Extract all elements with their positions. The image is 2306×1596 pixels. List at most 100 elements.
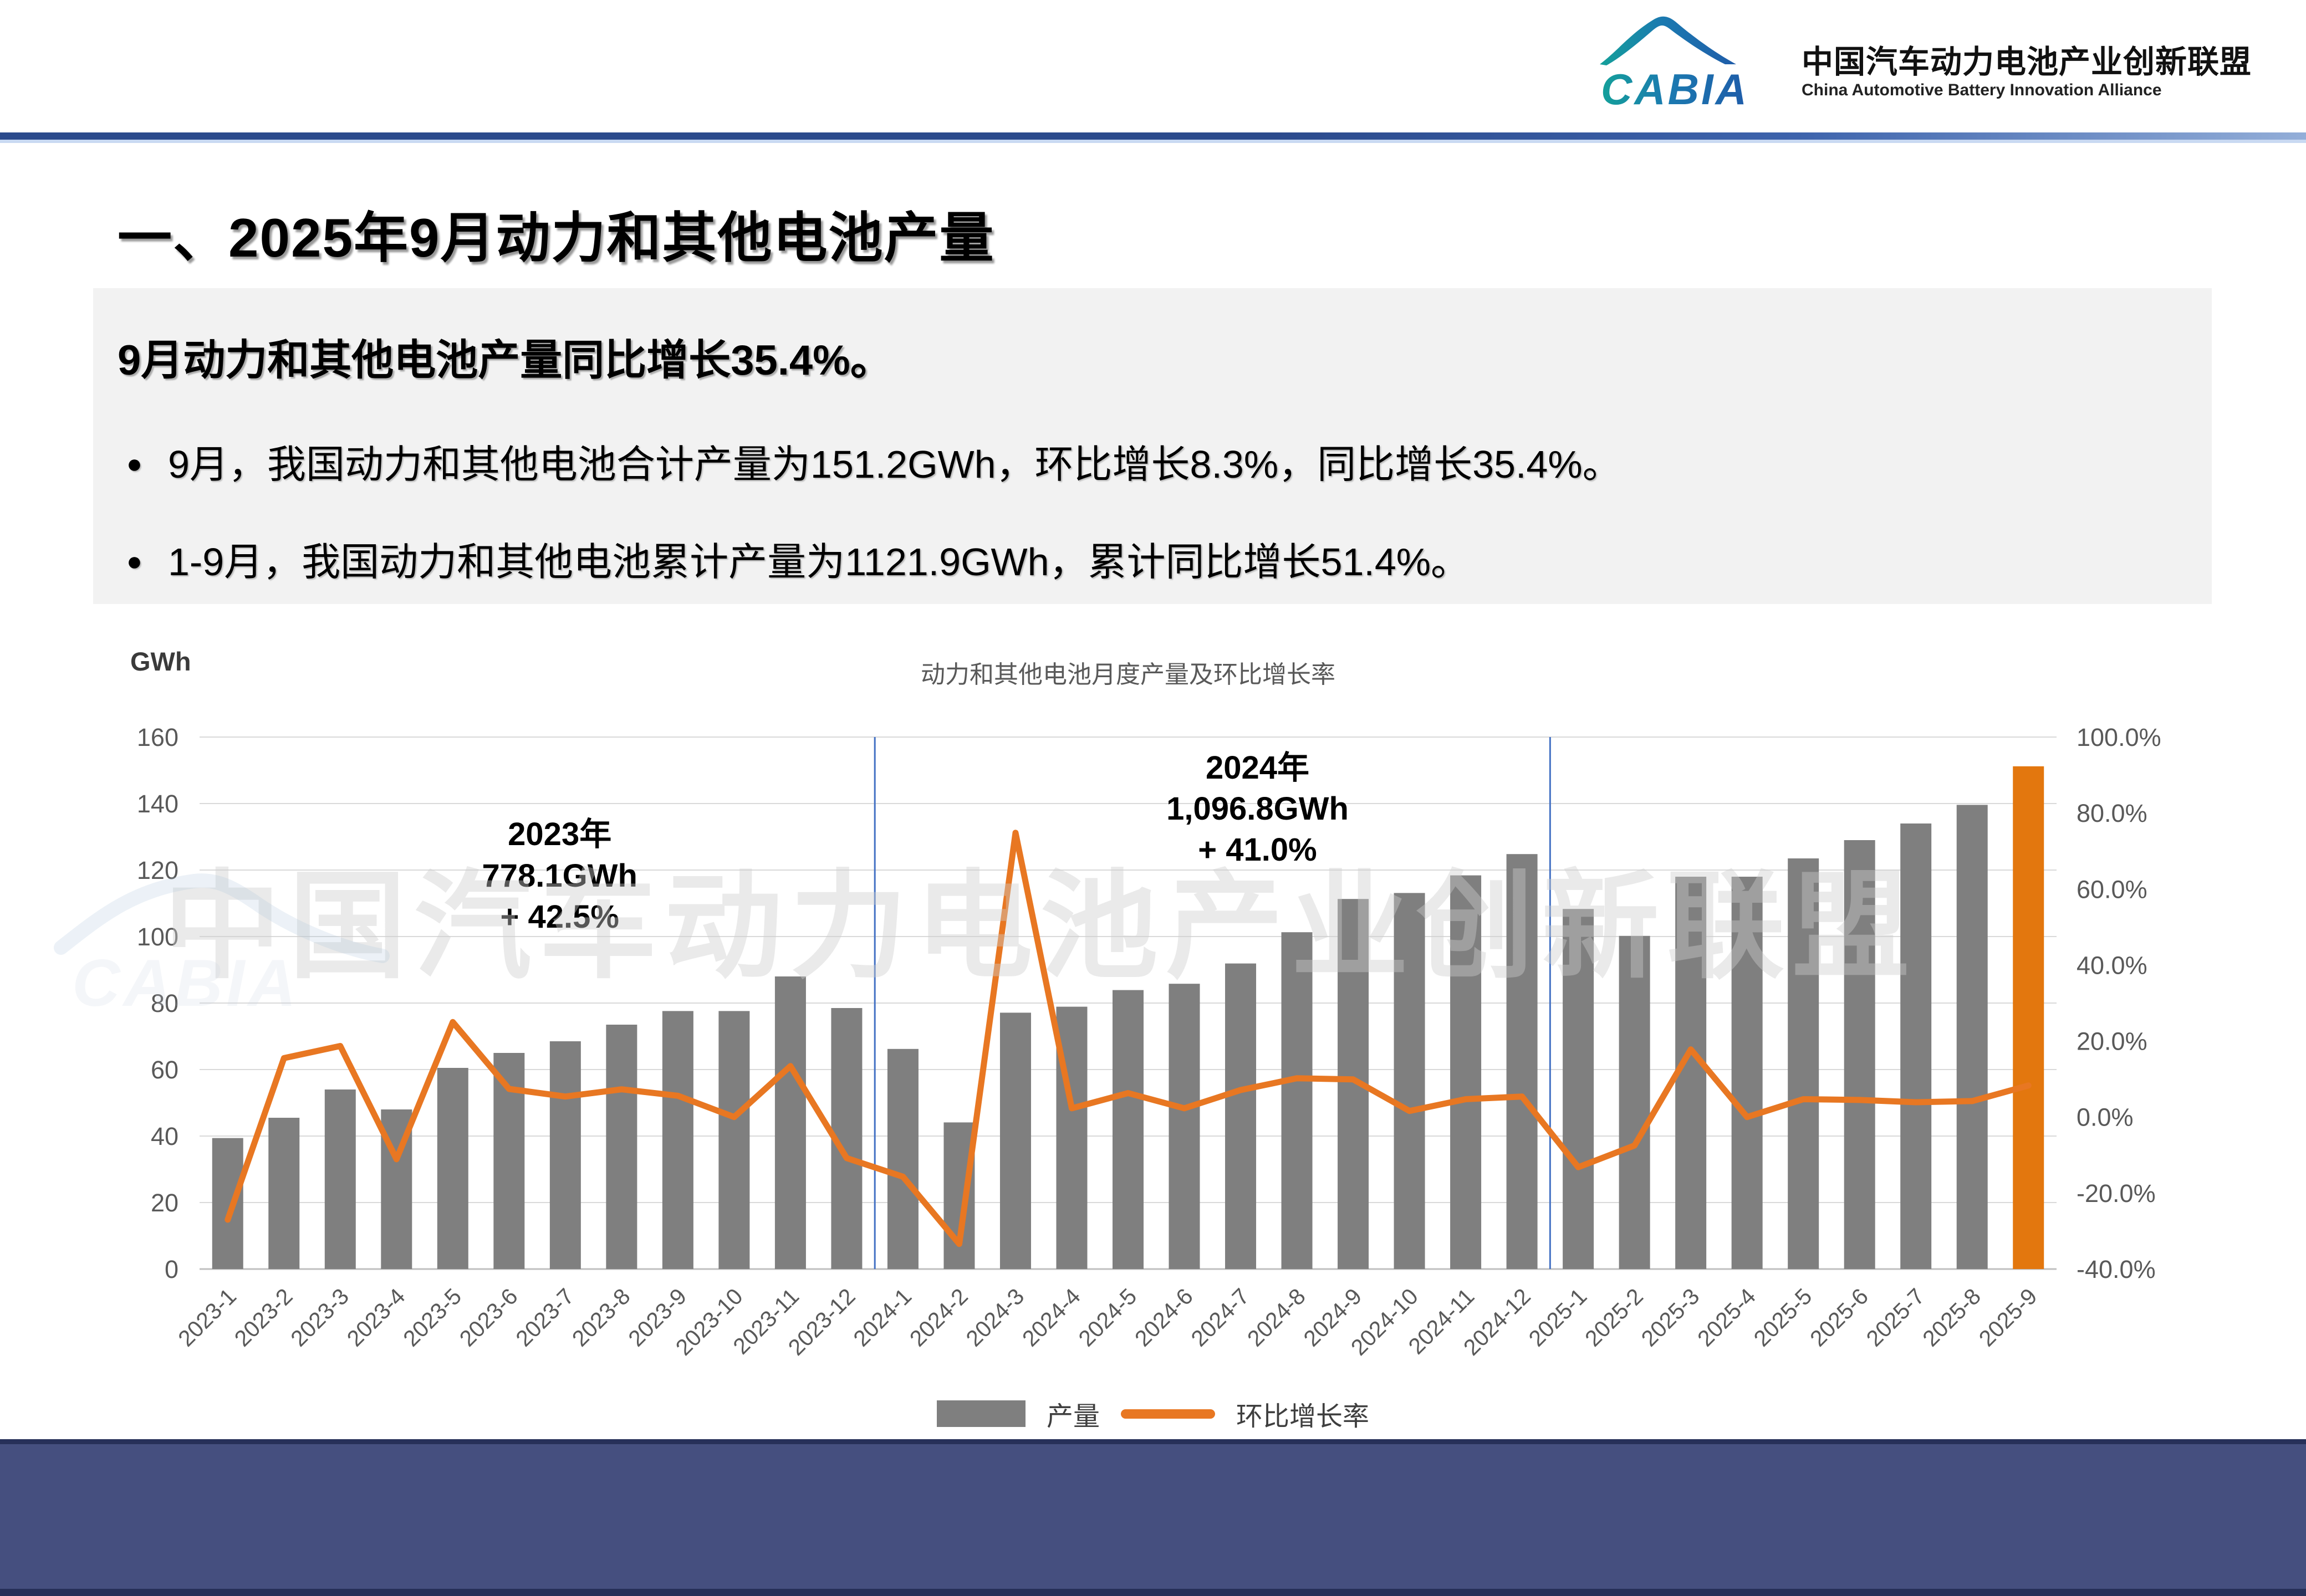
chart-legend: 产量 环比增长率 [0, 1394, 2306, 1433]
x-axis-label: 2025-1 [1524, 1283, 1592, 1352]
x-axis-label: 2024-3 [961, 1283, 1029, 1352]
x-axis-label: 2025-5 [1749, 1283, 1817, 1352]
x-axis-label: 2023-2 [229, 1283, 298, 1352]
production-bar [1113, 990, 1144, 1269]
summary-heading: 9月动力和其他电池产量同比增长35.4%。 [118, 337, 892, 384]
x-axis-label: 2024-6 [1130, 1283, 1198, 1352]
x-axis-label: 2023-4 [342, 1283, 410, 1352]
legend-bar-swatch [936, 1400, 1026, 1427]
org-name-chinese: 中国汽车动力电池产业创新联盟 [1802, 44, 2252, 80]
production-bar [1731, 877, 1763, 1269]
production-bar [1506, 854, 1538, 1269]
year-annotation-line: + 42.5% [500, 899, 619, 935]
left-axis-tick: 140 [137, 790, 178, 818]
left-axis-tick: 120 [137, 856, 178, 884]
header-divider-band [0, 132, 2306, 140]
production-bar [1619, 935, 1650, 1269]
right-axis-tick: -40.0% [2077, 1255, 2156, 1283]
production-bar [887, 1048, 919, 1269]
left-axis-tick: 40 [151, 1122, 178, 1150]
footer-band [0, 1439, 2306, 1596]
production-bar [718, 1011, 750, 1269]
left-axis-tick: 80 [151, 989, 178, 1017]
year-annotation-line: 778.1GWh [482, 858, 637, 894]
year-annotation-line: 2024年 [1206, 750, 1309, 786]
x-axis-label: 2025-2 [1580, 1283, 1648, 1352]
x-axis-label: 2023-6 [455, 1283, 523, 1352]
x-axis-label: 2023-8 [567, 1283, 635, 1352]
x-axis-label: 2024-1 [848, 1283, 916, 1352]
bullet-icon: ● [126, 547, 142, 577]
production-bar [1225, 963, 1257, 1269]
production-bar [324, 1089, 356, 1269]
x-axis-label: 2024-4 [1017, 1283, 1085, 1352]
left-axis-tick: 100 [137, 923, 178, 951]
right-axis-tick: -20.0% [2077, 1179, 2156, 1208]
logo-wordmark: CABIA [1601, 65, 1749, 114]
left-axis-tick: 20 [151, 1189, 178, 1217]
cabia-logo-icon: CABIA [1600, 16, 1749, 114]
production-bar [1169, 984, 1200, 1269]
production-bar [1788, 858, 1819, 1269]
production-bar [606, 1025, 637, 1269]
production-bar [1563, 909, 1594, 1269]
summary-panel: 9月动力和其他电池产量同比增长35.4%。 ● 9月，我国动力和其他电池合计产量为… [93, 288, 2212, 604]
right-axis-tick: 80.0% [2077, 799, 2147, 827]
right-axis-tick: 40.0% [2077, 951, 2147, 979]
year-annotation-line: 1,096.8GWh [1166, 791, 1349, 827]
legend-bar-label: 产量 [1046, 1402, 1100, 1431]
x-axis-label: 2025-7 [1861, 1283, 1930, 1352]
x-axis-label: 2024-7 [1186, 1283, 1254, 1352]
bullet-text: 9月，我国动力和其他电池合计产量为151.2GWh，环比增长8.3%，同比增长3… [168, 443, 1621, 486]
x-axis-label: 2025-6 [1805, 1283, 1873, 1352]
page-title: 一、2025年9月动力和其他电池产量 [118, 207, 995, 268]
x-axis-label: 2023-1 [173, 1283, 241, 1352]
x-axis-label: 2025-3 [1636, 1283, 1705, 1352]
right-axis-tick: 0.0% [2077, 1103, 2134, 1132]
production-bar [1281, 932, 1313, 1269]
left-axis-tick: 0 [165, 1255, 178, 1283]
bullet-icon: ● [126, 449, 142, 479]
production-bar [268, 1118, 300, 1269]
x-axis-label: 2024-8 [1242, 1283, 1310, 1352]
production-bar [2013, 766, 2044, 1269]
org-name-english: China Automotive Battery Innovation Alli… [1802, 81, 2162, 99]
right-axis-tick: 60.0% [2077, 875, 2147, 903]
x-axis-label: 2024-5 [1074, 1283, 1142, 1352]
bullet-text: 1-9月，我国动力和其他电池累计产量为1121.9GWh，累计同比增长51.4%… [168, 540, 1470, 584]
x-axis-label: 2023-5 [398, 1283, 466, 1352]
header-divider-highlight [0, 140, 2306, 143]
mom-growth-line [225, 830, 2032, 1247]
year-annotation-line: + 41.0% [1198, 832, 1317, 868]
left-axis-tick: 160 [137, 723, 178, 751]
bullet-item: ● 1-9月，我国动力和其他电池累计产量为1121.9GWh，累计同比增长51.4… [126, 531, 1470, 587]
chart-title: 动力和其他电池月度产量及环比增长率 [921, 661, 1335, 688]
production-bar [437, 1068, 468, 1269]
right-axis-tick: 20.0% [2077, 1027, 2147, 1056]
production-bar [1394, 893, 1425, 1269]
x-axis-label: 2023-7 [511, 1283, 579, 1352]
year-annotation-line: 2023年 [508, 816, 611, 852]
logo-swoosh [1600, 16, 1736, 65]
production-bar [212, 1138, 243, 1269]
production-bar [1900, 823, 1932, 1269]
x-axis-label: 2023-3 [285, 1283, 354, 1352]
right-axis-tick: 100.0% [2077, 723, 2161, 751]
x-axis-label: 2025-4 [1692, 1283, 1761, 1352]
production-bar [999, 1012, 1031, 1269]
cabia-logo: CABIA [1596, 11, 1785, 122]
production-bar [1450, 875, 1482, 1269]
legend-line-label: 环比增长率 [1236, 1402, 1370, 1431]
legend-line-swatch [1121, 1409, 1215, 1419]
left-axis-tick: 60 [151, 1056, 178, 1084]
x-axis-label: 2024-2 [905, 1283, 973, 1352]
production-bar [1956, 805, 1988, 1269]
production-chart: GWh 动力和其他电池月度产量及环比增长率 0 20 40 60 80 100 120 140 16… [130, 647, 2161, 1360]
production-bar [662, 1011, 693, 1269]
bullet-item: ● 9月，我国动力和其他电池合计产量为151.2GWh，环比增长8.3%，同比增长… [126, 433, 1621, 489]
left-axis-unit-label: GWh [130, 647, 191, 676]
production-bar [774, 976, 806, 1269]
x-axis-label: 2025-9 [1974, 1283, 2042, 1352]
production-bar [549, 1041, 581, 1269]
